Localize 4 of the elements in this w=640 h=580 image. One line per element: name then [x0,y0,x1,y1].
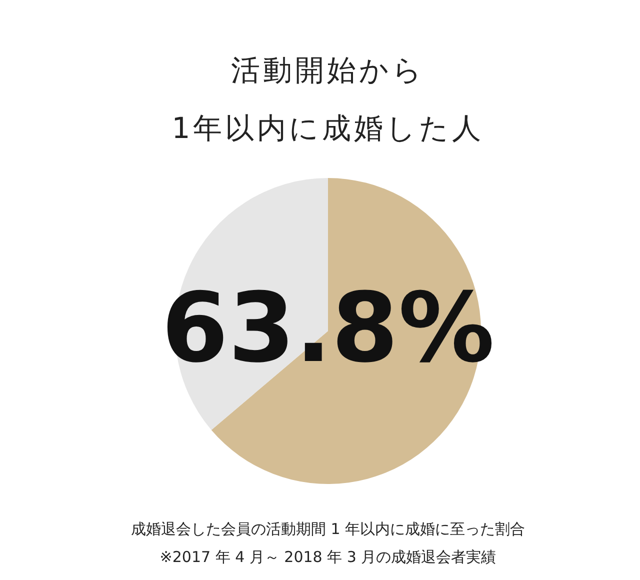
data-label: 63.8% [161,272,495,384]
text: 成婚退会した会員の活動期間 1 年以内に成婚に至った割合 [130,520,526,538]
text: ※2017 年 4 月～ 2018 年 3 月の成婚退会者実績 [160,548,496,566]
chart-title: 活動開始から 1年以内に成婚した人 [172,53,484,145]
